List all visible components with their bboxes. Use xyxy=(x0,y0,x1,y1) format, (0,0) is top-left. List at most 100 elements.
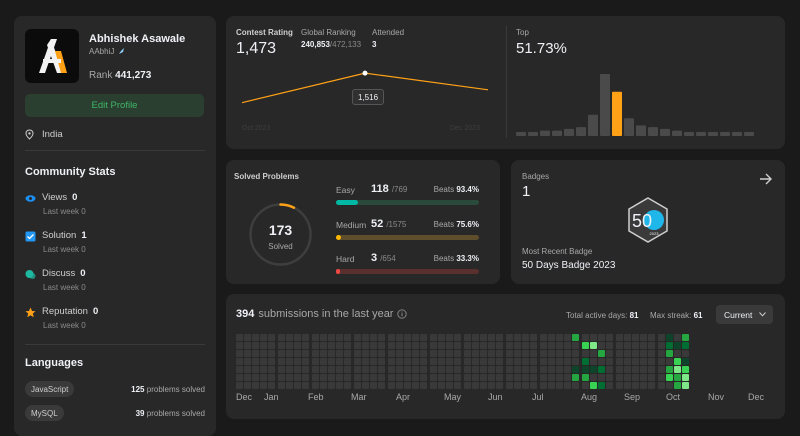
heatmap-cell[interactable] xyxy=(344,374,351,381)
heatmap-cell[interactable] xyxy=(514,350,521,357)
heatmap-cell[interactable] xyxy=(488,374,495,381)
heatmap-cell[interactable] xyxy=(590,382,597,389)
heatmap-cell[interactable] xyxy=(252,382,259,389)
heatmap-cell[interactable] xyxy=(666,358,673,365)
heatmap-cell[interactable] xyxy=(420,382,427,389)
heatmap-cell[interactable] xyxy=(260,382,267,389)
heatmap-cell[interactable] xyxy=(396,334,403,341)
heatmap-cell[interactable] xyxy=(412,382,419,389)
heatmap-cell[interactable] xyxy=(404,382,411,389)
heatmap-cell[interactable] xyxy=(268,382,275,389)
heatmap-cell[interactable] xyxy=(640,334,647,341)
heatmap-cell[interactable] xyxy=(556,358,563,365)
heatmap-cell[interactable] xyxy=(244,382,251,389)
heatmap-cell[interactable] xyxy=(328,374,335,381)
heatmap-cell[interactable] xyxy=(404,342,411,349)
heatmap-cell[interactable] xyxy=(412,350,419,357)
heatmap-cell[interactable] xyxy=(506,366,513,373)
heatmap-cell[interactable] xyxy=(674,342,681,349)
heatmap-cell[interactable] xyxy=(616,350,623,357)
heatmap-cell[interactable] xyxy=(420,358,427,365)
heatmap-cell[interactable] xyxy=(412,342,419,349)
heatmap-cell[interactable] xyxy=(506,350,513,357)
heatmap-cell[interactable] xyxy=(362,382,369,389)
heatmap-cell[interactable] xyxy=(472,358,479,365)
heatmap-cell[interactable] xyxy=(496,342,503,349)
heatmap-cell[interactable] xyxy=(236,358,243,365)
heatmap-cell[interactable] xyxy=(624,342,631,349)
heatmap-cell[interactable] xyxy=(506,342,513,349)
heatmap-cell[interactable] xyxy=(404,334,411,341)
heatmap-cell[interactable] xyxy=(496,366,503,373)
heatmap-cell[interactable] xyxy=(320,374,327,381)
heatmap-cell[interactable] xyxy=(268,350,275,357)
heatmap-cell[interactable] xyxy=(430,334,437,341)
heatmap-cell[interactable] xyxy=(446,366,453,373)
heatmap-cell[interactable] xyxy=(472,334,479,341)
heatmap-cell[interactable] xyxy=(464,334,471,341)
heatmap-cell[interactable] xyxy=(354,334,361,341)
heatmap-cell[interactable] xyxy=(252,366,259,373)
heatmap-cell[interactable] xyxy=(632,350,639,357)
heatmap-cell[interactable] xyxy=(412,374,419,381)
heatmap-cell[interactable] xyxy=(420,334,427,341)
heatmap-cell[interactable] xyxy=(514,382,521,389)
heatmap-cell[interactable] xyxy=(658,342,665,349)
heatmap-cell[interactable] xyxy=(378,366,385,373)
heatmap-cell[interactable] xyxy=(420,350,427,357)
heatmap-cell[interactable] xyxy=(236,342,243,349)
heatmap-cell[interactable] xyxy=(522,342,529,349)
heatmap-cell[interactable] xyxy=(244,350,251,357)
rating-distribution-histogram[interactable] xyxy=(516,66,776,138)
heatmap-cell[interactable] xyxy=(312,350,319,357)
heatmap-cell[interactable] xyxy=(244,334,251,341)
heatmap-cell[interactable] xyxy=(658,374,665,381)
heatmap-cell[interactable] xyxy=(548,366,555,373)
heatmap-cell[interactable] xyxy=(548,358,555,365)
heatmap-cell[interactable] xyxy=(616,374,623,381)
heatmap-cell[interactable] xyxy=(572,366,579,373)
heatmap-cell[interactable] xyxy=(236,382,243,389)
heatmap-cell[interactable] xyxy=(404,374,411,381)
heatmap-cell[interactable] xyxy=(522,350,529,357)
heatmap-cell[interactable] xyxy=(268,358,275,365)
heatmap-cell[interactable] xyxy=(658,350,665,357)
heatmap-cell[interactable] xyxy=(616,358,623,365)
heatmap-cell[interactable] xyxy=(530,350,537,357)
heatmap-cell[interactable] xyxy=(294,350,301,357)
heatmap-cell[interactable] xyxy=(548,350,555,357)
heatmap-cell[interactable] xyxy=(430,382,437,389)
heatmap-cell[interactable] xyxy=(438,382,445,389)
heatmap-cell[interactable] xyxy=(454,358,461,365)
heatmap-cell[interactable] xyxy=(344,366,351,373)
heatmap-cell[interactable] xyxy=(244,358,251,365)
heatmap-cell[interactable] xyxy=(252,334,259,341)
heatmap-cell[interactable] xyxy=(472,342,479,349)
heatmap-cell[interactable] xyxy=(260,358,267,365)
heatmap-cell[interactable] xyxy=(624,334,631,341)
heatmap-cell[interactable] xyxy=(344,342,351,349)
heatmap-cell[interactable] xyxy=(564,358,571,365)
heatmap-cell[interactable] xyxy=(616,334,623,341)
heatmap-cell[interactable] xyxy=(674,358,681,365)
heatmap-cell[interactable] xyxy=(446,358,453,365)
heatmap-cell[interactable] xyxy=(590,358,597,365)
heatmap-cell[interactable] xyxy=(640,350,647,357)
heatmap-cell[interactable] xyxy=(312,374,319,381)
heatmap-cell[interactable] xyxy=(472,366,479,373)
heatmap-cell[interactable] xyxy=(412,358,419,365)
heatmap-cell[interactable] xyxy=(488,382,495,389)
heatmap-cell[interactable] xyxy=(294,334,301,341)
heatmap-cell[interactable] xyxy=(362,342,369,349)
heatmap-cell[interactable] xyxy=(674,374,681,381)
heatmap-cell[interactable] xyxy=(496,382,503,389)
heatmap-cell[interactable] xyxy=(598,382,605,389)
heatmap-cell[interactable] xyxy=(624,382,631,389)
heatmap-cell[interactable] xyxy=(344,334,351,341)
heatmap-cell[interactable] xyxy=(598,342,605,349)
heatmap-cell[interactable] xyxy=(336,382,343,389)
heatmap-cell[interactable] xyxy=(278,374,285,381)
heatmap-cell[interactable] xyxy=(506,382,513,389)
heatmap-cell[interactable] xyxy=(446,334,453,341)
heatmap-cell[interactable] xyxy=(658,382,665,389)
